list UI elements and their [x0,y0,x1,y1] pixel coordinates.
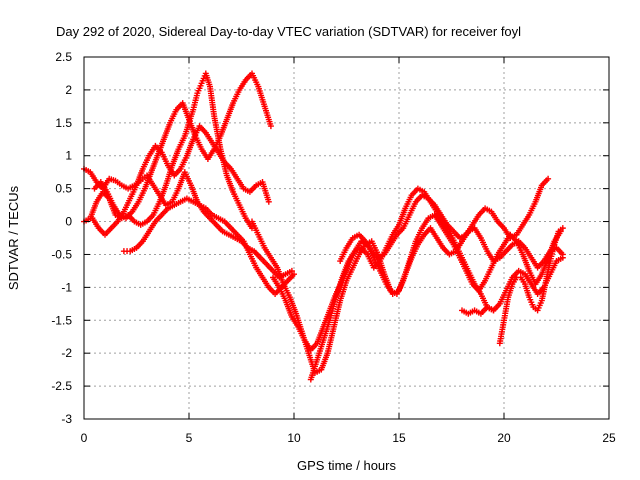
y-tick-label: 2 [65,83,72,97]
y-tick-label: -0.5 [51,247,72,261]
grid [84,57,609,419]
y-tick-label: -2 [61,346,72,360]
plot-frame [83,56,610,420]
y-tick-label: 2.5 [55,50,72,64]
y-tick-label: -2.5 [51,379,72,393]
data-point [545,175,552,182]
data-point [265,198,272,205]
data-point [559,254,566,261]
data-point [490,307,497,314]
data-point [267,123,274,130]
y-tick-label: -1.5 [51,313,72,327]
x-tick-label: 25 [602,431,616,445]
x-tick-label: 15 [392,431,406,445]
y-tick-label: 1.5 [55,116,72,130]
y-axis-label: SDTVAR / TECUs [6,185,21,290]
data-points [81,70,566,383]
x-tick-label: 5 [186,431,193,445]
y-tick-label: 1 [65,149,72,163]
y-tick-label: 0 [65,215,72,229]
chart-title: Day 292 of 2020, Sidereal Day-to-day VTE… [56,24,521,39]
x-axis-label: GPS time / hours [297,458,396,473]
axis-ticks: 0 5 10 15 20 25 2.5 2 1.5 1 0.5 0 -0.5 -1 -1.5 -2 -2.5 -3 [51,50,616,445]
data-point [559,225,566,232]
x-tick-label: 20 [497,431,511,445]
y-tick-label: -1 [61,280,72,294]
x-tick-label: 0 [81,431,88,445]
y-tick-label: 0.5 [55,182,72,196]
data-point [291,271,297,278]
y-tick-label: -3 [61,412,72,426]
x-tick-label: 10 [287,431,301,445]
